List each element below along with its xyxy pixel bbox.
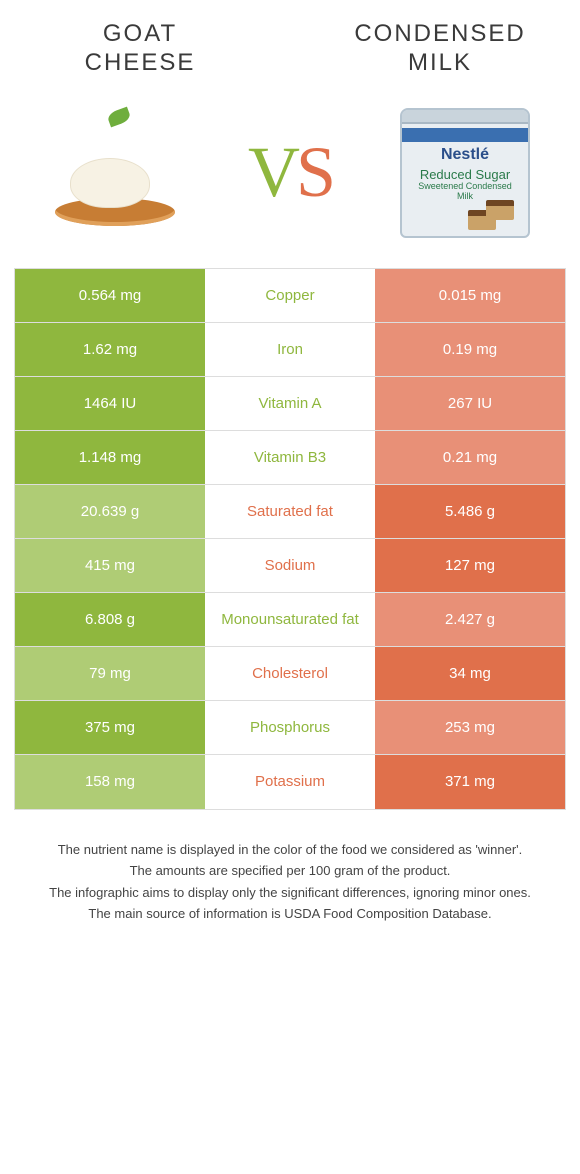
footer-line: The infographic aims to display only the… — [30, 883, 550, 903]
left-value-cell: 6.808 g — [15, 593, 205, 646]
footer-line: The nutrient name is displayed in the co… — [30, 840, 550, 860]
nutrient-name-cell: Potassium — [205, 755, 375, 809]
footer-line: The main source of information is USDA F… — [30, 904, 550, 924]
nutrient-name-cell: Monounsaturated fat — [205, 593, 375, 646]
right-value-cell: 0.21 mg — [375, 431, 565, 484]
nutrient-name-cell: Copper — [205, 269, 375, 322]
left-value-cell: 1464 IU — [15, 377, 205, 430]
right-value-cell: 0.19 mg — [375, 323, 565, 376]
footer-line: The amounts are specified per 100 gram o… — [30, 861, 550, 881]
right-value-cell: 0.015 mg — [375, 269, 565, 322]
left-value-cell: 1.62 mg — [15, 323, 205, 376]
right-title-line2: MILK — [408, 49, 472, 76]
right-value-cell: 5.486 g — [375, 485, 565, 538]
left-food-title: GOAT CHEESE — [40, 20, 240, 78]
nutrient-row: 158 mgPotassium371 mg — [15, 755, 565, 809]
images-row: VS Nestlé Reduced Sugar Sweetened Conden… — [0, 88, 580, 268]
left-title-line1: GOAT — [103, 20, 177, 47]
can-brand-text: Nestlé — [402, 146, 528, 164]
milk-can-shape: Nestlé Reduced Sugar Sweetened Condensed… — [400, 108, 530, 238]
footer-notes: The nutrient name is displayed in the co… — [0, 810, 580, 966]
nutrient-name-cell: Cholesterol — [205, 647, 375, 700]
vs-v: V — [248, 132, 296, 212]
nutrient-name-cell: Phosphorus — [205, 701, 375, 754]
right-value-cell: 267 IU — [375, 377, 565, 430]
right-value-cell: 371 mg — [375, 755, 565, 809]
left-value-cell: 0.564 mg — [15, 269, 205, 322]
right-value-cell: 2.427 g — [375, 593, 565, 646]
left-title-line2: CHEESE — [85, 49, 196, 76]
nutrient-row: 6.808 gMonounsaturated fat2.427 g — [15, 593, 565, 647]
left-value-cell: 158 mg — [15, 755, 205, 809]
right-value-cell: 127 mg — [375, 539, 565, 592]
left-value-cell: 415 mg — [15, 539, 205, 592]
can-fudge-shape — [468, 194, 518, 230]
nutrient-row: 415 mgSodium127 mg — [15, 539, 565, 593]
left-value-cell: 79 mg — [15, 647, 205, 700]
nutrient-row: 1.62 mgIron0.19 mg — [15, 323, 565, 377]
nutrient-name-cell: Saturated fat — [205, 485, 375, 538]
cheese-leaf-shape — [106, 106, 131, 127]
goat-cheese-image — [30, 98, 200, 248]
right-food-title: CONDENSED MILK — [340, 20, 540, 78]
left-value-cell: 375 mg — [15, 701, 205, 754]
cheese-wheel-shape — [70, 158, 150, 208]
fudge-piece — [486, 200, 514, 220]
right-title-line1: CONDENSED — [354, 20, 525, 47]
condensed-milk-image: Nestlé Reduced Sugar Sweetened Condensed… — [380, 98, 550, 248]
left-value-cell: 20.639 g — [15, 485, 205, 538]
nutrient-name-cell: Vitamin A — [205, 377, 375, 430]
nutrient-name-cell: Sodium — [205, 539, 375, 592]
nutrient-table: 0.564 mgCopper0.015 mg1.62 mgIron0.19 mg… — [14, 268, 566, 810]
right-value-cell: 34 mg — [375, 647, 565, 700]
right-value-cell: 253 mg — [375, 701, 565, 754]
nutrient-row: 79 mgCholesterol34 mg — [15, 647, 565, 701]
can-band-shape — [402, 128, 528, 142]
can-lid-shape — [402, 110, 528, 124]
vs-label: VS — [248, 131, 332, 214]
nutrient-row: 0.564 mgCopper0.015 mg — [15, 269, 565, 323]
nutrient-name-cell: Vitamin B3 — [205, 431, 375, 484]
nutrient-row: 1.148 mgVitamin B30.21 mg — [15, 431, 565, 485]
can-sub-big: Reduced Sugar — [410, 168, 520, 182]
nutrient-name-cell: Iron — [205, 323, 375, 376]
left-value-cell: 1.148 mg — [15, 431, 205, 484]
vs-s: S — [296, 132, 332, 212]
nutrient-row: 375 mgPhosphorus253 mg — [15, 701, 565, 755]
header: GOAT CHEESE CONDENSED MILK — [0, 0, 580, 88]
nutrient-row: 20.639 gSaturated fat5.486 g — [15, 485, 565, 539]
nutrient-row: 1464 IUVitamin A267 IU — [15, 377, 565, 431]
